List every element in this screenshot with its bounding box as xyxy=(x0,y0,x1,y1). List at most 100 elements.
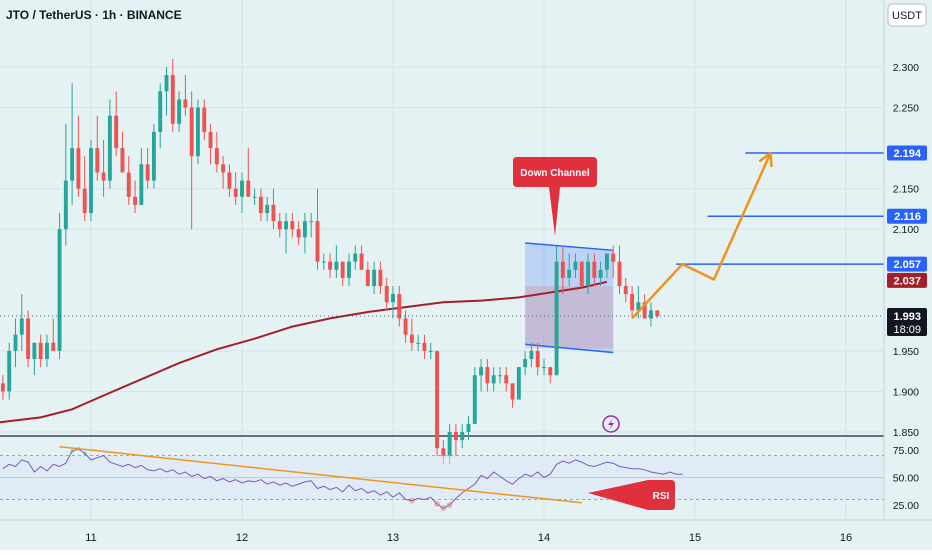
candle[interactable] xyxy=(573,261,578,270)
projection-path[interactable] xyxy=(631,152,772,320)
candle[interactable] xyxy=(334,261,339,270)
candle[interactable] xyxy=(347,261,351,278)
candle[interactable] xyxy=(296,229,301,238)
candle[interactable] xyxy=(151,131,156,181)
candle[interactable] xyxy=(183,99,188,108)
candle[interactable] xyxy=(221,164,226,173)
candle[interactable] xyxy=(409,334,414,343)
candle[interactable] xyxy=(391,294,395,303)
candle[interactable] xyxy=(630,294,635,311)
candle[interactable] xyxy=(554,261,559,376)
candle[interactable] xyxy=(252,196,257,198)
candle[interactable] xyxy=(0,383,5,392)
rsi-trendline[interactable] xyxy=(59,445,582,504)
candle[interactable] xyxy=(586,261,590,286)
down-channel-upper-line[interactable] xyxy=(525,242,614,252)
candle[interactable] xyxy=(453,432,458,441)
moving-average-line[interactable] xyxy=(0,280,608,424)
candle[interactable] xyxy=(233,188,238,197)
candle[interactable] xyxy=(265,204,270,213)
candle[interactable] xyxy=(126,172,131,197)
candle[interactable] xyxy=(365,269,370,286)
candle[interactable] xyxy=(208,131,213,149)
price-pane[interactable] xyxy=(0,58,884,465)
candle[interactable] xyxy=(258,196,263,213)
candle[interactable] xyxy=(214,148,219,165)
candle[interactable] xyxy=(202,107,207,132)
candle[interactable] xyxy=(32,342,37,359)
candle[interactable] xyxy=(271,204,276,222)
candle[interactable] xyxy=(177,99,182,124)
candle[interactable] xyxy=(284,221,288,230)
candle[interactable] xyxy=(542,367,546,369)
candle[interactable] xyxy=(302,221,307,238)
candle[interactable] xyxy=(63,180,68,230)
down-channel-lower-line[interactable] xyxy=(525,343,614,354)
candle[interactable] xyxy=(435,350,439,449)
candle[interactable] xyxy=(290,221,295,230)
candle[interactable] xyxy=(649,310,653,319)
lightning-icon[interactable] xyxy=(602,415,620,433)
candle[interactable] xyxy=(485,367,490,384)
candle[interactable] xyxy=(315,221,320,262)
candle[interactable] xyxy=(535,350,540,368)
candle[interactable] xyxy=(655,310,660,317)
candle[interactable] xyxy=(523,359,528,368)
candle[interactable] xyxy=(397,294,402,319)
candle[interactable] xyxy=(498,375,502,377)
candle[interactable] xyxy=(240,180,244,197)
candle[interactable] xyxy=(38,342,43,359)
candle[interactable] xyxy=(611,253,616,262)
candle[interactable] xyxy=(359,253,364,270)
candle[interactable] xyxy=(120,148,125,173)
candle[interactable] xyxy=(579,261,584,286)
candle[interactable] xyxy=(636,302,641,311)
candle[interactable] xyxy=(309,221,314,223)
candle[interactable] xyxy=(107,115,112,181)
candle[interactable] xyxy=(510,383,515,400)
candle[interactable] xyxy=(321,261,326,263)
candle[interactable] xyxy=(76,148,81,189)
candle[interactable] xyxy=(353,253,358,262)
candle[interactable] xyxy=(504,375,509,384)
candle[interactable] xyxy=(51,342,56,351)
time-axis[interactable]: 11 12 13 14 15 16 xyxy=(0,519,932,544)
candle[interactable] xyxy=(441,448,446,457)
candle[interactable] xyxy=(189,107,194,157)
candle[interactable] xyxy=(560,261,565,278)
candle[interactable] xyxy=(378,269,383,286)
candle[interactable] xyxy=(170,75,175,124)
candle[interactable] xyxy=(328,261,333,270)
candle[interactable] xyxy=(548,367,553,376)
price-badge[interactable] xyxy=(887,272,927,288)
price-badge[interactable] xyxy=(887,145,927,161)
candle[interactable] xyxy=(95,148,100,173)
candle[interactable] xyxy=(227,172,232,189)
candle[interactable] xyxy=(340,261,345,278)
candle[interactable] xyxy=(101,172,106,181)
candle[interactable] xyxy=(196,107,200,157)
candle[interactable] xyxy=(466,423,471,432)
candle[interactable] xyxy=(623,286,628,295)
candle[interactable] xyxy=(19,318,24,335)
candle[interactable] xyxy=(604,253,609,270)
rsi-line[interactable] xyxy=(2,448,683,509)
candle[interactable] xyxy=(642,302,647,319)
price-axis[interactable]: 1.850 1.900 1.950 2.100 2.150 2.250 2.300 2.194… xyxy=(883,0,932,550)
candle[interactable] xyxy=(164,75,169,92)
candle[interactable] xyxy=(145,164,150,181)
candle[interactable] xyxy=(567,269,572,278)
price-badge[interactable] xyxy=(887,256,927,272)
candle[interactable] xyxy=(598,269,603,278)
candle[interactable] xyxy=(491,375,496,384)
candle[interactable] xyxy=(422,342,427,351)
price-badge[interactable] xyxy=(887,308,927,337)
candle[interactable] xyxy=(70,148,75,181)
candle[interactable] xyxy=(82,188,87,213)
candle[interactable] xyxy=(447,432,452,457)
candle[interactable] xyxy=(516,367,521,400)
candle[interactable] xyxy=(57,229,62,351)
candle[interactable] xyxy=(277,221,282,230)
price-badge[interactable] xyxy=(887,208,927,224)
